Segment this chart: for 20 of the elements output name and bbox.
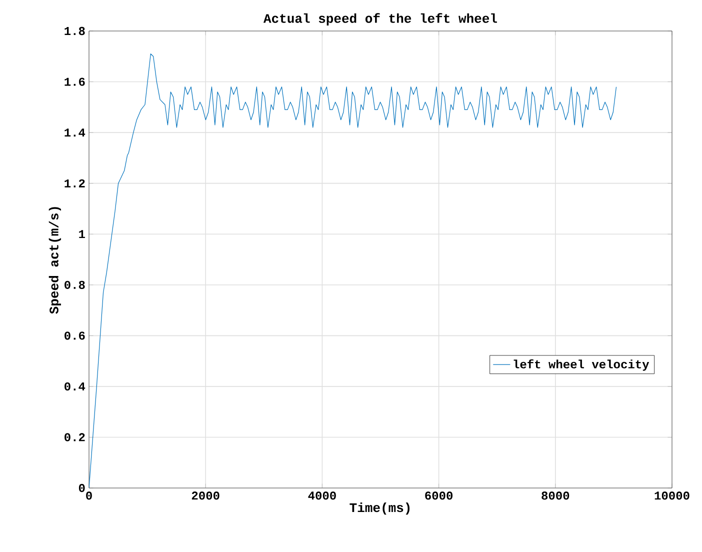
x-axis-title: Time(ms) [350, 502, 410, 515]
y-tick-label: 1.6 [64, 78, 85, 86]
y-tick-label: 0.2 [64, 433, 85, 442]
chart-title: Actual speed of the left wheel [263, 13, 497, 26]
y-tick-label: 0 [78, 484, 85, 492]
y-tick-label: 1.2 [64, 179, 85, 188]
y-tick-label: 0.6 [64, 332, 85, 340]
y-tick-label: 1.8 [64, 26, 85, 36]
y-tick-label: 1.4 [64, 128, 86, 137]
x-tick-label: 8000 [542, 492, 570, 500]
y-tick-label: 0.8 [64, 280, 85, 289]
x-tick-label: 0 [86, 492, 92, 500]
x-tick-label: 10000 [654, 492, 690, 500]
x-tick-label: 2000 [192, 492, 220, 500]
legend-label: left wheel velocity [514, 359, 650, 371]
y-axis-title: Speed act(m/s) [48, 207, 61, 314]
x-tick-label: 6000 [425, 492, 453, 500]
y-tick-label: 0.4 [64, 382, 86, 391]
y-tick-label: 1 [79, 230, 85, 238]
x-tick-label: 4000 [308, 492, 336, 500]
